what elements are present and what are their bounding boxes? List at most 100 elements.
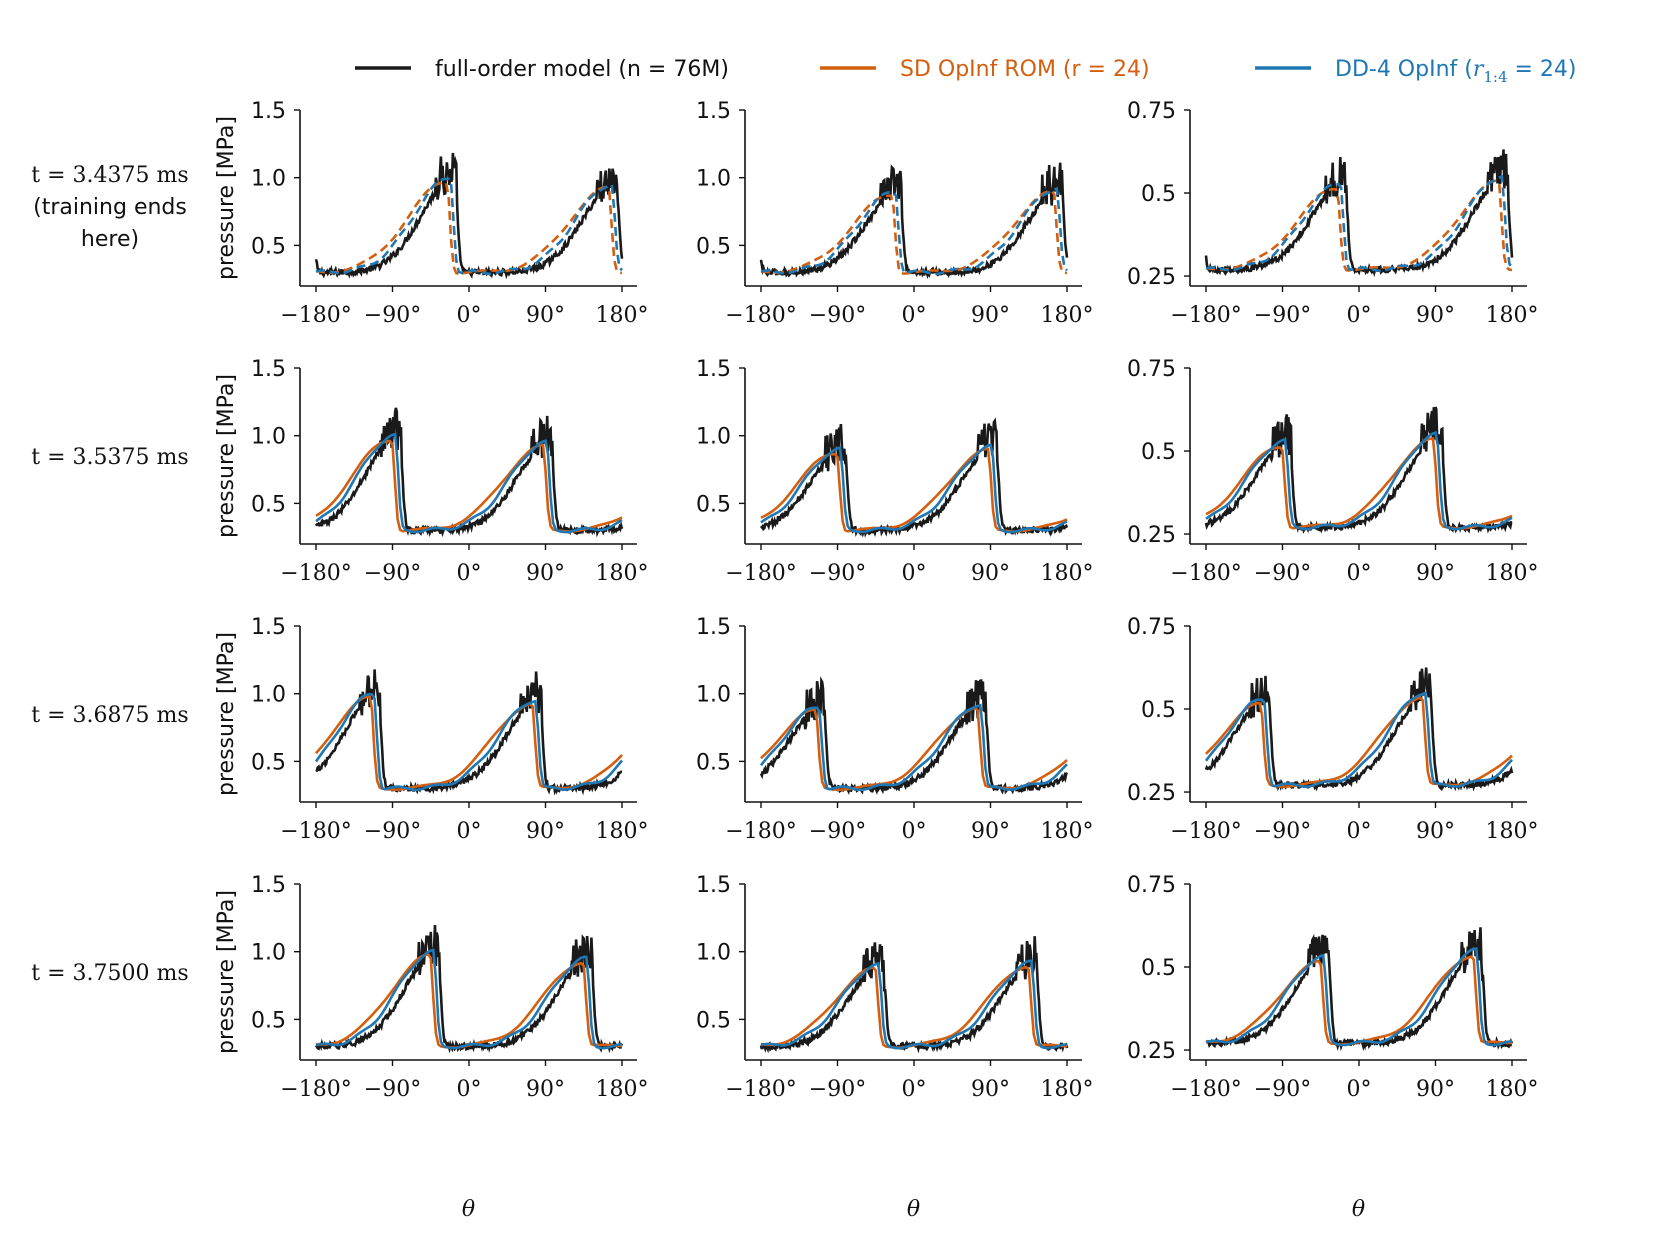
- y-tick-label: 1.0: [696, 683, 731, 708]
- x-tick-label: 0°: [902, 819, 927, 844]
- x-tick-label: −90°: [364, 303, 421, 328]
- x-tick-label: −180°: [280, 1077, 351, 1102]
- x-tick-label: −180°: [1170, 1077, 1241, 1102]
- x-tick-label: −180°: [1170, 819, 1241, 844]
- series-line-sd-opinf: [315, 181, 623, 275]
- x-tick-label: 90°: [526, 561, 565, 586]
- legend-entry-dd: DD-4 OpInf (r1:4 = 24): [1255, 57, 1577, 86]
- x-tick-label: 90°: [971, 1077, 1010, 1102]
- x-tick-label: 180°: [596, 561, 649, 586]
- x-tick-label: 180°: [1041, 1077, 1094, 1102]
- series-line-fom: [759, 676, 1069, 796]
- x-tick-label: 0°: [902, 1077, 927, 1102]
- series-line-dd4-opinf: [760, 186, 1068, 276]
- x-tick-label: 0°: [1347, 561, 1372, 586]
- x-tick-label: −90°: [1254, 1077, 1311, 1102]
- series-line-fom: [759, 162, 1069, 279]
- panel-r4-c3: 0.25 0.5 0.75 −180° −90° 0° 90° 180°: [1127, 873, 1538, 1102]
- y-axis-label: pressure [MPa]: [214, 632, 239, 796]
- series-line-sd-opinf: [315, 439, 623, 533]
- x-tick-label: −90°: [1254, 561, 1311, 586]
- row-label-2: t = 3.5375 ms: [31, 445, 188, 470]
- series-line-fom: [314, 925, 624, 1054]
- row-labels: t = 3.4375 ms (training ends here) t = 3.53…: [31, 163, 188, 986]
- y-tick-label: 0.75: [1127, 357, 1176, 382]
- series-line-dd4-opinf: [1204, 691, 1513, 789]
- x-tick-label: 0°: [457, 819, 482, 844]
- panel-r4-c1: pressure [MPa] 0.5 1.0 1.5 −180° −90° 0° 90° 180…: [214, 873, 649, 1102]
- y-tick-label: 0.5: [251, 1008, 286, 1033]
- x-tick-label: 90°: [971, 303, 1010, 328]
- x-tick-label: −90°: [364, 819, 421, 844]
- panel-r2-c1: pressure [MPa] 0.5 1.0 1.5 −180° −90° 0° 90° 180…: [214, 357, 649, 586]
- x-tick-label: −180°: [725, 819, 796, 844]
- x-tick-label: 0°: [1347, 1077, 1372, 1102]
- series-line-sd-opinf: [760, 965, 1068, 1049]
- x-tick-label: 90°: [1416, 1077, 1455, 1102]
- x-tick-label: 180°: [1041, 303, 1094, 328]
- series-line-sd-opinf: [760, 189, 1068, 275]
- series-line-dd4-opinf: [315, 432, 623, 534]
- y-tick-label: 1.5: [696, 99, 731, 124]
- x-tick-label: −90°: [809, 819, 866, 844]
- y-tick-label: 0.75: [1127, 873, 1176, 898]
- y-tick-label: 1.0: [251, 167, 286, 192]
- y-tick-label: 0.5: [251, 492, 286, 517]
- panels: pressure [MPa] 0.5 1.0 1.5 −180° −90° 0° 90° 180…: [214, 99, 1539, 1102]
- row-note-label: (training ends: [33, 195, 187, 220]
- x-tick-label: 0°: [1347, 303, 1372, 328]
- x-tick-label: 0°: [457, 561, 482, 586]
- x-tick-label: 180°: [1486, 819, 1539, 844]
- x-tick-label: −90°: [809, 303, 866, 328]
- series-line-fom: [1204, 149, 1514, 278]
- x-tick-label: 0°: [1347, 819, 1372, 844]
- x-tick-label: −90°: [809, 561, 866, 586]
- x-tick-label: −90°: [364, 1077, 421, 1102]
- y-tick-label: 0.75: [1127, 99, 1176, 124]
- y-axis-label: pressure [MPa]: [214, 890, 239, 1054]
- series-line-fom: [315, 669, 623, 796]
- panel-r3-c1: pressure [MPa] 0.5 1.0 1.5 −180° −90° 0° 90° 180…: [214, 615, 649, 844]
- series-line-fom: [759, 417, 1069, 538]
- panel-r1-c2: 0.5 1.0 1.5 −180° −90° 0° 90° 180°: [696, 99, 1094, 328]
- y-tick-label: 1.5: [696, 357, 731, 382]
- x-tick-label: 90°: [526, 819, 565, 844]
- legend-label-fom: full-order model (n = 76M): [435, 57, 729, 82]
- row-time-label: t = 3.4375 ms: [31, 163, 188, 188]
- series-line-dd4-opinf: [759, 703, 1068, 792]
- x-tick-label: 90°: [1416, 561, 1455, 586]
- series-line-fom: [1204, 406, 1513, 534]
- row-time-label: t = 3.5375 ms: [31, 445, 188, 470]
- x-tick-label: 180°: [1486, 303, 1539, 328]
- x-tick-label: 0°: [457, 303, 482, 328]
- y-tick-label: 1.0: [251, 425, 286, 450]
- panel-r1-c1: pressure [MPa] 0.5 1.0 1.5 −180° −90° 0° 90° 180…: [214, 99, 649, 328]
- x-tick-label: 90°: [971, 561, 1010, 586]
- x-tick-label: −180°: [280, 303, 351, 328]
- x-tick-label: 0°: [457, 1077, 482, 1102]
- x-tick-label: 180°: [1041, 819, 1094, 844]
- y-tick-label: 1.0: [251, 683, 286, 708]
- x-tick-label: 180°: [596, 1077, 649, 1102]
- x-tick-label: −90°: [1254, 819, 1311, 844]
- panel-r1-c3: 0.25 0.5 0.75 −180° −90° 0° 90° 180°: [1127, 99, 1538, 328]
- series-line-dd4-opinf: [760, 959, 1068, 1050]
- series-line-fom: [314, 407, 624, 538]
- y-tick-label: 1.5: [251, 357, 286, 382]
- legend-entry-sd: SD OpInf ROM (r = 24): [820, 57, 1150, 82]
- y-axis-label: pressure [MPa]: [214, 374, 239, 538]
- panel-r3-c2: 0.5 1.0 1.5 −180° −90° 0° 90° 180°: [696, 615, 1094, 844]
- x-tick-label: 90°: [526, 1077, 565, 1102]
- x-tick-label: 0°: [902, 561, 927, 586]
- y-tick-label: 0.5: [251, 750, 286, 775]
- series-line-dd4-opinf: [1205, 174, 1514, 273]
- x-tick-label: −90°: [364, 561, 421, 586]
- series-line-dd4-opinf: [760, 443, 1068, 534]
- y-tick-label: 0.5: [696, 234, 731, 259]
- panel-r4-c2: 0.5 1.0 1.5 −180° −90° 0° 90° 180°: [696, 873, 1094, 1102]
- series-line-dd4-opinf: [1205, 947, 1513, 1047]
- x-tick-label: −180°: [1170, 561, 1241, 586]
- legend-entry-fom: full-order model (n = 76M): [355, 57, 729, 82]
